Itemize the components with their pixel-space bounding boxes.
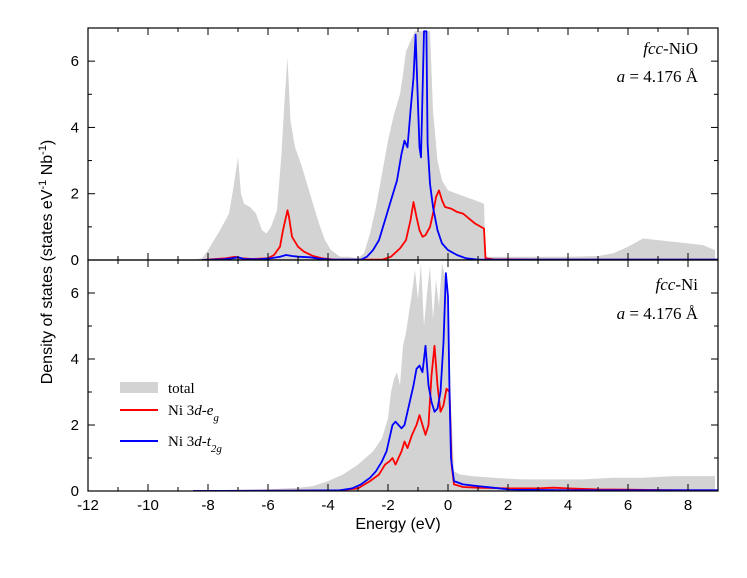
x-tick-label: 2 bbox=[504, 497, 512, 514]
nio-ticks-group: 0 2 4 6 bbox=[71, 27, 719, 269]
ni-ticks-group: 0 2 4 6 bbox=[71, 259, 719, 500]
x-tick-label: 0 bbox=[444, 497, 452, 514]
x-tick-labels: -12 -10 -8 -6 -4 -2 0 2 4 6 8 bbox=[77, 497, 692, 514]
ni-y-tick-label: 0 bbox=[71, 483, 79, 500]
x-tick-label: 4 bbox=[564, 497, 572, 514]
ni-y-tick-label: 2 bbox=[71, 417, 79, 434]
x-tick-label: -6 bbox=[261, 497, 274, 514]
ni-y-tick-label: 4 bbox=[71, 351, 79, 368]
legend: total Ni 3d-eg Ni 3d-t2g bbox=[120, 381, 222, 455]
ni-total-area bbox=[193, 263, 715, 491]
legend-label-total: total bbox=[168, 381, 195, 397]
nio-y-tick-label: 6 bbox=[71, 53, 79, 70]
nio-t2g-line bbox=[201, 30, 718, 260]
ni-t2g-line bbox=[192, 272, 718, 491]
panel-ni: 0 2 4 6 fcc-Ni a = 4.176 Å bbox=[71, 259, 719, 500]
ni-eg-line bbox=[192, 344, 718, 491]
nio-y-tick-label: 2 bbox=[71, 186, 79, 203]
nio-y-tick-label: 0 bbox=[71, 252, 79, 269]
x-tick-label: 8 bbox=[684, 497, 692, 514]
x-tick-label: -8 bbox=[201, 497, 214, 514]
panel-nio: 0 2 4 6 fcc-NiO a = 4.176 Å bbox=[71, 27, 719, 269]
ni-material-label: fcc-Ni bbox=[656, 275, 699, 294]
x-tick-label: -10 bbox=[137, 497, 159, 514]
x-tick-label: -4 bbox=[321, 497, 334, 514]
x-tick-label: -2 bbox=[381, 497, 394, 514]
legend-swatch-total bbox=[120, 382, 158, 393]
ni-y-tick-label: 6 bbox=[71, 285, 79, 302]
x-tick-label: -12 bbox=[77, 497, 99, 514]
ni-series-group bbox=[192, 263, 718, 491]
x-tick-label: 6 bbox=[624, 497, 632, 514]
ni-plot-frame bbox=[87, 259, 719, 492]
y-axis-title: Density of states (states eV-1 Nb-1) bbox=[37, 140, 56, 385]
nio-total-area bbox=[193, 31, 715, 260]
nio-y-tick-label: 4 bbox=[71, 119, 79, 136]
legend-label-eg: Ni 3d-eg bbox=[168, 403, 219, 424]
legend-label-t2g: Ni 3d-t2g bbox=[168, 434, 222, 455]
nio-eg-line bbox=[201, 189, 718, 260]
ni-lattice-label: a = 4.176 Å bbox=[617, 304, 699, 323]
nio-series-group bbox=[193, 30, 718, 260]
nio-material-label: fcc-NiO bbox=[643, 39, 698, 58]
x-axis-title: Energy (eV) bbox=[355, 516, 440, 533]
nio-lattice-label: a = 4.176 Å bbox=[617, 67, 699, 86]
